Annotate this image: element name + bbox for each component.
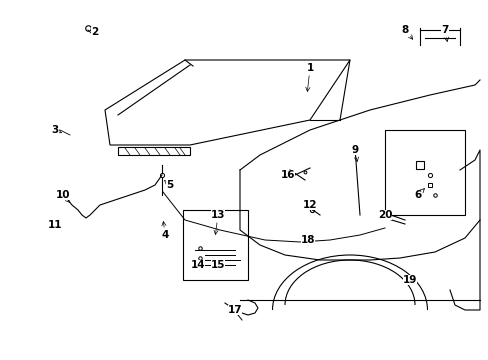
Text: 5: 5 (164, 180, 173, 190)
Text: 8: 8 (401, 25, 412, 39)
Text: 1: 1 (305, 63, 313, 91)
Text: 19: 19 (402, 275, 416, 285)
Bar (183, 210, 247, 280)
Text: 20: 20 (377, 210, 391, 220)
Text: 15: 15 (210, 260, 225, 270)
Text: 16: 16 (280, 170, 295, 180)
Text: 10: 10 (56, 190, 70, 202)
Text: 18: 18 (300, 235, 315, 245)
Text: 12: 12 (302, 200, 317, 211)
Text: 17: 17 (227, 305, 242, 315)
Text: 7: 7 (440, 25, 448, 41)
Text: 3: 3 (51, 125, 61, 135)
Text: 13: 13 (210, 210, 225, 234)
Text: 4: 4 (161, 221, 168, 240)
Text: 11: 11 (48, 220, 62, 230)
Bar (118, 147, 190, 155)
Text: 2: 2 (91, 27, 99, 37)
Text: 9: 9 (351, 145, 358, 162)
Bar (384, 130, 464, 215)
Text: 14: 14 (190, 260, 205, 270)
Text: 6: 6 (413, 189, 424, 200)
